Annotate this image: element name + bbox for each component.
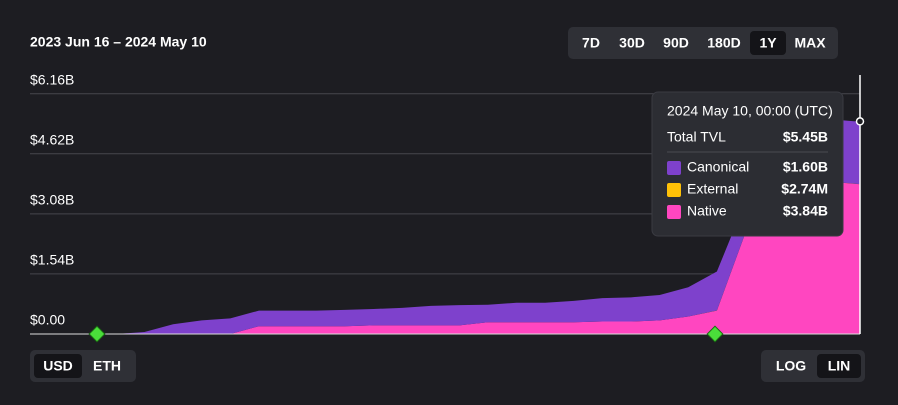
y-tick-label: $6.16B [30,71,74,87]
plot: $0.00 $1.54B $3.08B $4.62B $6.16B 2024 May 10… [30,71,865,343]
tooltip-value: $1.60B [783,159,828,175]
tooltip-box [651,91,844,237]
y-tick-label: $4.62B [30,131,74,147]
y-tick-label: $1.54B [30,252,74,268]
controls: 7D 30D 90D 180D 1Y MAX USD ETH LOG LIN [30,27,865,382]
tooltip-title: 2024 May 10, 00:00 (UTC) [667,103,833,119]
button[interactable]: USD [43,358,73,374]
button[interactable]: LOG [776,358,806,374]
tooltip-value: $2.74M [781,181,828,197]
button[interactable]: 90D [663,35,689,51]
button[interactable]: ETH [93,358,121,374]
tooltip-total-label: Total TVL [667,129,726,145]
tooltip-total: $5.45B [783,129,828,145]
hover-point [855,117,865,126]
button[interactable]: 30D [619,35,645,51]
legend-swatch [667,205,681,219]
legend-label: Native [687,203,727,219]
active-button-bg [34,354,82,378]
tooltip: 2024 May 10, 00:00 (UTC) Total TVL $5.45B C… [651,91,844,237]
button[interactable]: MAX [794,35,826,51]
legend-swatch [667,161,681,175]
active-button-bg [817,354,861,378]
button[interactable]: LIN [828,358,851,374]
legend-label: External [687,181,738,197]
button[interactable]: 7D [582,35,600,51]
active-button-bg [750,31,786,55]
button[interactable]: 1Y [759,35,777,51]
tooltip-value: $3.84B [783,203,828,219]
event-marker[interactable] [88,325,106,343]
legend-swatch [667,183,681,197]
y-tick-label: $3.08B [30,192,74,208]
chart-title: 2023 Jun 16 – 2024 May 10 [30,34,207,50]
legend-label: Canonical [687,159,749,175]
event-marker[interactable] [706,325,724,343]
y-tick-label: $0.00 [30,312,65,328]
button[interactable]: 180D [707,35,740,51]
